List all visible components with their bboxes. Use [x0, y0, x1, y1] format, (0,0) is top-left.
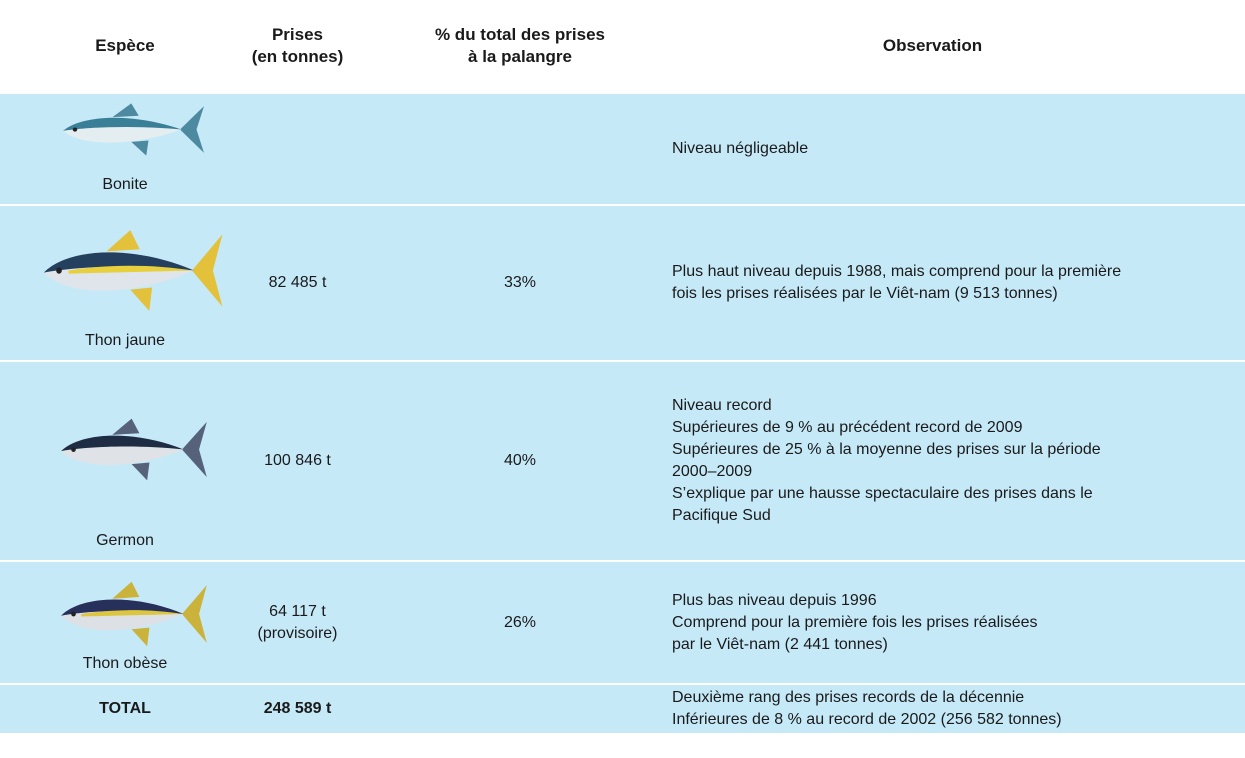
text-line: Plus bas niveau depuis 1996	[672, 591, 877, 609]
percent-cell: 33%	[390, 206, 650, 360]
species-name: Thon jaune	[84, 332, 166, 349]
catch-cell	[225, 94, 370, 204]
header-cell: Espèce	[20, 0, 230, 92]
percent-cell	[390, 685, 650, 733]
text-line: (provisoire)	[257, 624, 338, 642]
text-line: S’explique par une hausse spectaculaire …	[672, 485, 1093, 502]
text-line: Plus haut niveau depuis 1988, mais compr…	[672, 263, 1122, 280]
text-line: Comprend pour la première fois les prise…	[672, 613, 1038, 631]
text-line: Prises	[271, 25, 324, 44]
catch-cell: 82 485 t	[225, 206, 370, 360]
percent-value: 26%	[503, 613, 537, 631]
text-line: Deuxième rang des prises records de la d…	[672, 689, 1025, 706]
fish-illustration	[60, 418, 207, 481]
text-line: par le Viêt-nam (2 441 tonnes)	[672, 635, 888, 653]
percent-cell: 26%	[390, 562, 650, 683]
table-row: Bonite Niveau négligeable	[0, 94, 1245, 204]
table-row: Thon obèse 64 117 t (provisoire) 26% Plus ba…	[0, 562, 1245, 683]
observation-cell: Niveau record Supérieures de 9 % au précé…	[672, 362, 1232, 560]
percent-value: 40%	[503, 452, 537, 469]
observation-cell: Plus haut niveau depuis 1988, mais compr…	[672, 206, 1232, 360]
text-line: fois les prises réalisées par le Viêt-na…	[672, 285, 1058, 302]
header-cell: Observation	[660, 0, 1205, 92]
catch-cell: 64 117 t (provisoire)	[225, 562, 370, 683]
species-name: Germon	[96, 532, 154, 549]
species-cell: Bonite	[20, 94, 230, 204]
percent-cell: 40%	[390, 362, 650, 560]
catch-cell: 248 589 t	[225, 685, 370, 733]
table-row: Germon 100 846 t 40% Niveau record Supérieur…	[0, 362, 1245, 560]
fish-illustration	[63, 103, 204, 156]
observation-cell: Deuxième rang des prises records de la d…	[672, 685, 1232, 733]
header-cell: Prises (en tonnes)	[225, 0, 370, 92]
text-line: 100 846 t	[264, 452, 331, 469]
header-cell: % du total des prises à la palangre	[390, 0, 650, 92]
species-cell: TOTAL	[20, 685, 230, 733]
text-line: Observation	[882, 36, 983, 55]
table-row: Thon jaune 82 485 t 33% Plus haut niveau de…	[0, 206, 1245, 360]
text-line: Inférieures de 8 % au record de 2002 (25…	[672, 711, 1062, 728]
text-line: à la palangre	[468, 47, 572, 66]
catch-cell: 100 846 t	[225, 362, 370, 560]
text-line: (en tonnes)	[251, 47, 344, 66]
species-cell: Thon jaune	[20, 206, 230, 360]
text-line: Pacifique Sud	[672, 507, 771, 524]
header-row: Espèce Prises (en tonnes) % du total des pr…	[0, 0, 1245, 92]
species-cell: Germon	[20, 362, 230, 560]
text-line: Supérieures de 9 % au précédent record d…	[672, 419, 1023, 436]
species-name: Thon obèse	[82, 655, 168, 672]
text-line: Supérieures de 25 % à la moyenne des pri…	[672, 441, 1101, 458]
text-line: Niveau négligeable	[672, 140, 809, 157]
text-line: 64 117 t	[269, 602, 326, 620]
fish-illustration	[60, 581, 207, 647]
table-row: TOTAL 248 589 t Deuxième rang des prises r…	[0, 685, 1245, 733]
text-line: 248 589 t	[263, 700, 332, 717]
text-line: 2000–2009	[672, 463, 753, 480]
observation-cell: Plus bas niveau depuis 1996 Comprend pour…	[672, 562, 1232, 683]
text-line: Niveau record	[672, 397, 772, 414]
species-name: Bonite	[102, 176, 148, 193]
fish-illustration	[43, 230, 223, 311]
text-line: % du total des prises	[434, 25, 606, 44]
text-line: 82 485 t	[268, 274, 327, 291]
observation-cell: Niveau négligeable	[672, 94, 1232, 204]
percent-value: 33%	[503, 274, 537, 291]
species-name: TOTAL	[99, 700, 151, 717]
percent-cell	[390, 94, 650, 204]
species-cell: Thon obèse	[20, 562, 230, 683]
text-line: Espèce	[95, 36, 155, 55]
